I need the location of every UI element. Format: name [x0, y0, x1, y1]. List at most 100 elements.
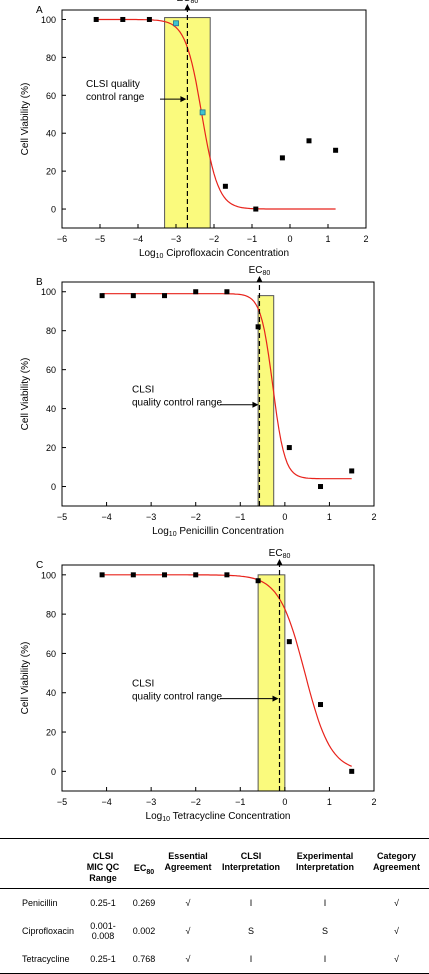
row-category: √: [364, 945, 429, 974]
row-category: √: [394, 926, 399, 936]
data-point: [349, 468, 355, 474]
qc-range-box: [257, 574, 286, 792]
y-tick-label: 40: [46, 688, 56, 698]
x-tick-label: −4: [101, 797, 111, 807]
panel-label: B: [36, 277, 43, 288]
annotation-text-line2: quality control range: [132, 692, 222, 703]
row-clsi: I: [249, 898, 253, 908]
data-point: [130, 293, 136, 299]
ec80-marker-arrowhead: [184, 4, 191, 10]
panel-label: C: [36, 560, 43, 571]
x-axis-label-subscript: 10: [162, 816, 170, 823]
ec80-marker-arrowhead: [276, 559, 283, 565]
data-point: [222, 183, 228, 189]
row-experimental: I: [286, 945, 364, 974]
ec80-label: EC80: [177, 0, 199, 5]
y-tick-label: 20: [46, 728, 56, 738]
ec80-label-subscript: 80: [263, 270, 271, 277]
data-point: [162, 293, 168, 299]
data-point-highlight: [199, 109, 206, 116]
x-tick-label: 2: [371, 512, 376, 522]
row-clsi: S: [247, 926, 254, 936]
table-row: Ciprofloxacin 0.001- 0.008 0.002 √ S S √: [0, 917, 429, 945]
x-tick-label: 0: [282, 797, 287, 807]
plot-frame: [61, 281, 375, 507]
x-axis-label-subscript: 10: [156, 253, 164, 260]
row-range: 0.25-1: [78, 945, 128, 974]
row-drug-name: Tetracycline: [0, 945, 78, 974]
y-tick-label: 80: [46, 610, 56, 620]
x-tick-label: −4: [101, 512, 111, 522]
data-point: [255, 578, 261, 584]
x-axis-label-subscript: 10: [169, 531, 177, 538]
x-tick-label: −5: [57, 512, 67, 522]
annotation-text-line1: CLSI: [132, 679, 154, 690]
table-row: Tetracycline 0.25-1 0.768 √ I I √: [0, 945, 429, 974]
x-tick-label: −3: [146, 512, 156, 522]
row-ec80: 0.269: [132, 898, 156, 908]
data-point: [224, 572, 230, 578]
y-axis-label: Cell Viability (%): [20, 358, 31, 431]
data-point: [193, 572, 199, 578]
x-tick-label: 1: [325, 234, 330, 244]
row-drug-name: Penicillin: [22, 898, 58, 908]
table-row: Penicillin 0.25-1 0.269 √ I I √: [0, 889, 429, 918]
fit-curve: [96, 18, 336, 210]
header-drug: [0, 838, 78, 889]
y-tick-label: 80: [46, 326, 56, 336]
ec80-marker-arrowhead: [256, 276, 263, 282]
data-point: [286, 445, 292, 451]
chart-panel-b: −5 −4 −3 −2 −1 0 1 2020406080100EC80CLSIquality…: [20, 265, 377, 538]
data-point: [130, 572, 136, 578]
y-tick-label: 20: [46, 167, 56, 177]
x-tick-label: 2: [371, 797, 376, 807]
x-tick-label: −4: [133, 234, 143, 244]
row-experimental: S: [321, 926, 328, 936]
data-point: [120, 16, 126, 22]
x-tick-label: 0: [287, 234, 292, 244]
x-tick-label: −5: [57, 797, 67, 807]
x-tick-label: −3: [146, 797, 156, 807]
header-clsi-interpretation: CLSI Interpretation: [216, 838, 286, 889]
x-axis-label: Log10 Penicillin Concentration: [152, 526, 284, 538]
x-tick-label: 0: [282, 512, 287, 522]
ec80-label-subscript: 80: [190, 0, 198, 5]
data-point: [279, 155, 285, 161]
data-point: [255, 324, 261, 330]
data-point: [318, 702, 324, 708]
data-point: [162, 572, 168, 578]
ec80-label: EC80: [269, 548, 291, 560]
x-axis-label: Log10 Ciprofloxacin Concentration: [139, 248, 289, 260]
y-tick-label: 0: [51, 205, 56, 215]
x-tick-label: −2: [209, 234, 219, 244]
y-axis-label: Cell Viability (%): [20, 83, 31, 156]
data-point: [333, 147, 339, 153]
x-tick-label: −1: [235, 797, 245, 807]
table-header-row: CLSI MIC QC Range EC80 Essential Agreement …: [0, 838, 429, 889]
annotation-text-line1: CLSI quality: [86, 79, 140, 90]
header-clsi-range: CLSI MIC QC Range: [78, 838, 128, 889]
y-tick-label: 100: [41, 287, 56, 297]
x-tick-label: −5: [95, 234, 105, 244]
row-range: 0.25-1: [90, 898, 116, 908]
data-point: [318, 484, 324, 490]
x-tick-label: −1: [235, 512, 245, 522]
x-axis-label-rest: Ciprofloxacin Concentration: [163, 248, 289, 259]
chart-panel-c: −5 −4 −3 −2 −1 0 1 2020406080100EC80CLSIquality…: [20, 548, 377, 823]
header-ec80: EC80: [128, 838, 160, 889]
data-point: [193, 289, 199, 295]
row-experimental: I: [323, 898, 327, 908]
x-axis-label: Log10 Tetracycline Concentration: [146, 811, 291, 823]
y-tick-label: 60: [46, 365, 56, 375]
annotation-arrowhead: [272, 695, 279, 702]
panel-label: A: [36, 5, 43, 16]
y-tick-label: 80: [46, 53, 56, 63]
header-essential-agreement: Essential Agreement: [160, 838, 216, 889]
y-tick-label: 60: [46, 91, 56, 101]
x-tick-label: −2: [191, 797, 201, 807]
fit-curve: [102, 574, 352, 767]
annotation-arrowhead: [252, 401, 259, 408]
y-tick-label: 60: [46, 649, 56, 659]
annotation-text-line2: control range: [86, 92, 145, 103]
